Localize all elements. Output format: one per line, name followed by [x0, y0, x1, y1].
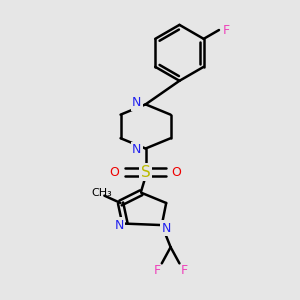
Text: O: O [110, 166, 120, 178]
Text: F: F [223, 23, 230, 37]
Text: N: N [132, 143, 141, 157]
Text: N: N [161, 221, 171, 235]
Text: S: S [141, 165, 151, 180]
Text: O: O [172, 166, 182, 178]
Text: N: N [132, 96, 141, 110]
Text: CH₃: CH₃ [91, 188, 112, 198]
Text: N: N [114, 219, 124, 232]
Text: F: F [154, 264, 161, 277]
Text: F: F [180, 264, 188, 277]
